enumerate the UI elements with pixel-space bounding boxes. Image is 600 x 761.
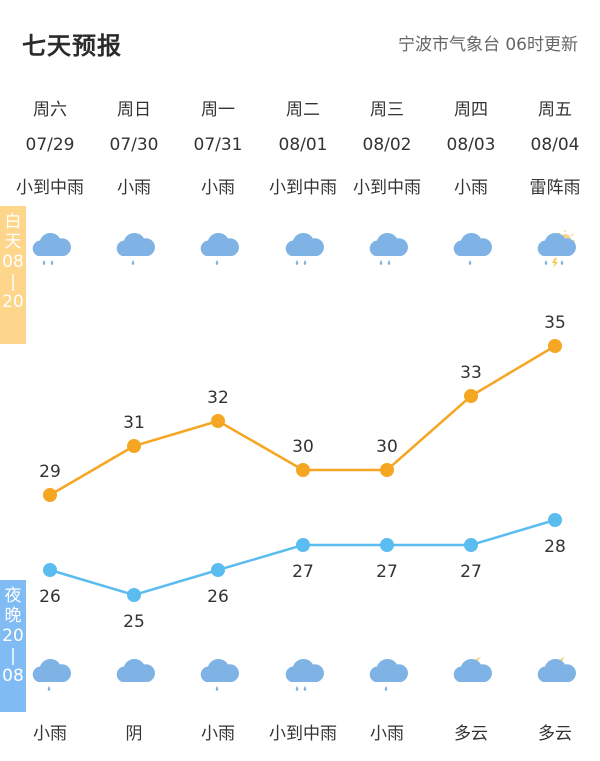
temperature-chart: 29 31 32 30 30 33 35 26 25 26 27 27 27 2…: [39, 313, 566, 630]
day-weather: 小雨: [201, 178, 235, 198]
light-rain-icon: [200, 658, 239, 691]
day-weather: 小到中雨: [269, 178, 337, 198]
day-weather: 小雨: [117, 178, 151, 198]
high-temp-label: 29: [39, 462, 61, 482]
weekday-row: 周六 周日 周一 周二 周三 周四 周五: [0, 95, 600, 123]
date: 08/02: [362, 135, 412, 155]
high-temp-points: [43, 339, 562, 502]
daytime-label-char: 08: [2, 252, 24, 272]
day-weather: 小到中雨: [16, 178, 84, 198]
high-temp-label: 32: [207, 388, 229, 408]
date-row: 07/29 07/30 07/31 08/01 08/02 08/03 08/0…: [0, 135, 600, 163]
date: 08/03: [446, 135, 496, 155]
night-weather: 小到中雨: [269, 724, 337, 744]
date: 07/30: [109, 135, 159, 155]
low-temp-line: [49, 518, 556, 597]
night-weather: 多云: [454, 724, 488, 744]
daytime-label-char: 白: [4, 212, 22, 232]
moderate-rain-icon: [285, 232, 324, 265]
weekday: 周五: [538, 100, 572, 120]
header: 七天预报 宁波市气象台 06时更新: [0, 0, 600, 80]
light-rain-icon: [453, 232, 492, 265]
nighttime-label-char: 夜: [4, 586, 22, 606]
weekday: 周四: [454, 100, 488, 120]
moderate-rain-icon: [285, 658, 324, 691]
low-temp-label: 26: [207, 587, 229, 607]
nighttime-label-char: 20: [2, 626, 24, 646]
day-weather: 小雨: [454, 178, 488, 198]
date: 08/01: [278, 135, 328, 155]
low-temp-points: [43, 513, 562, 602]
low-temp-label: 26: [39, 587, 61, 607]
night-weather: 多云: [538, 724, 572, 744]
low-temp-label: 27: [460, 562, 482, 582]
daytime-label-char: |: [10, 272, 16, 292]
cloudy-night-icon: [537, 657, 576, 682]
night-weather: 阴: [125, 724, 143, 744]
moderate-rain-icon: [369, 232, 408, 265]
low-temp-label: 28: [544, 537, 566, 557]
weekday: 周一: [201, 100, 235, 120]
low-temp-label: 25: [123, 612, 145, 630]
day-weather: 雷阵雨: [529, 178, 581, 198]
weekday: 周三: [370, 100, 404, 120]
night-weather: 小雨: [370, 724, 404, 744]
daytime-label-char: 天: [4, 232, 22, 252]
page-title: 七天预报: [22, 32, 122, 60]
high-temp-label: 30: [292, 437, 314, 457]
light-rain-icon: [369, 658, 408, 691]
high-temp-label: 35: [544, 313, 566, 333]
light-rain-icon: [200, 232, 239, 265]
nighttime-label-char: 08: [2, 666, 24, 686]
low-temp-label: 27: [292, 562, 314, 582]
date: 07/31: [193, 135, 243, 155]
day-weather: 小到中雨: [353, 178, 421, 198]
night-weather-row: 小雨 阴 小雨 小到中雨 小雨 多云 多云: [0, 719, 600, 747]
overcast-icon: [116, 658, 155, 682]
high-temp-label: 30: [376, 437, 398, 457]
date: 07/29: [25, 135, 75, 155]
nighttime-label-char: 晚: [4, 606, 22, 626]
cloudy-night-icon: [453, 657, 492, 682]
low-temp-label: 27: [376, 562, 398, 582]
high-temp-label: 33: [460, 363, 482, 383]
light-rain-icon: [32, 658, 71, 691]
light-rain-icon: [116, 232, 155, 265]
high-temp-label: 31: [123, 413, 145, 433]
nighttime-label-char: |: [10, 646, 16, 666]
update-source: 宁波市气象台 06时更新: [397, 35, 578, 55]
daytime-label-char: 20: [2, 292, 24, 312]
moderate-rain-icon: [32, 232, 71, 265]
daytime-label: 白 天 08 | 20: [0, 206, 26, 344]
day-weather-row: 小到中雨 小雨 小雨 小到中雨 小到中雨 小雨 雷阵雨: [0, 173, 600, 201]
weekday: 周六: [33, 100, 67, 120]
weekday: 周二: [286, 100, 320, 120]
weekday: 周日: [117, 100, 151, 120]
thunderstorm-icon: [537, 230, 576, 268]
night-weather: 小雨: [33, 724, 67, 744]
night-weather: 小雨: [201, 724, 235, 744]
nighttime-label: 夜 晚 20 | 08: [0, 580, 26, 712]
date: 08/04: [530, 135, 580, 155]
